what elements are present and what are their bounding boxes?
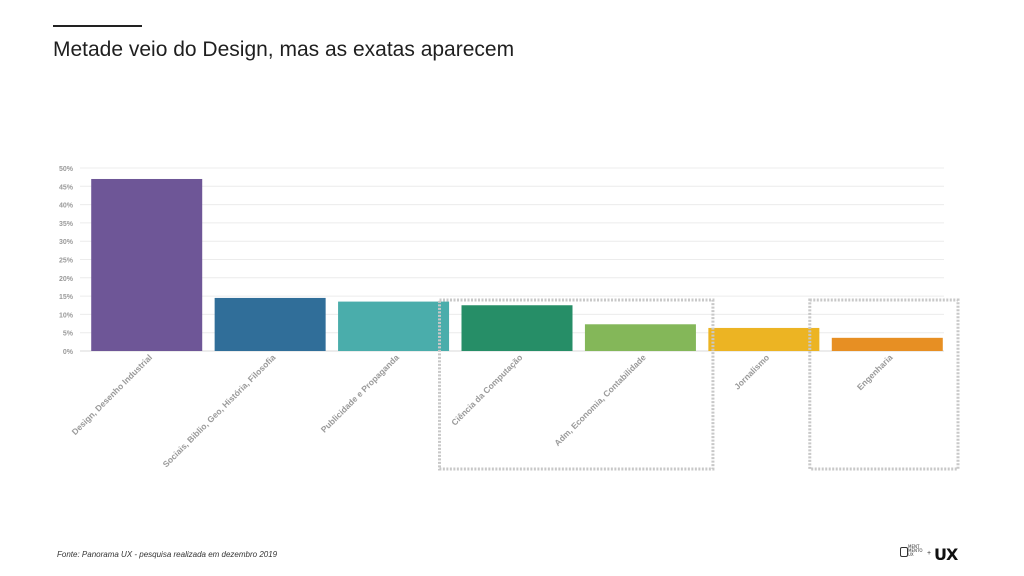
bar — [461, 305, 573, 351]
source-note: Fonte: Panorama UX - pesquisa realizada … — [57, 550, 278, 559]
y-tick-label: 40% — [59, 203, 74, 210]
highlight-box — [808, 298, 960, 471]
x-tick-label: Adm, Economia, Contabilidade — [552, 352, 648, 448]
y-tick-label: 50% — [59, 166, 74, 173]
y-tick-label: 20% — [59, 276, 74, 283]
bar — [708, 327, 820, 351]
title-rule — [53, 25, 142, 27]
bar — [214, 297, 326, 351]
highlight-box — [438, 298, 715, 471]
logo-plus: + — [927, 550, 932, 557]
logo-small-text: MENT MENTO UX — [908, 544, 923, 558]
x-tick-label: Ciência da Computação — [449, 352, 524, 427]
y-tick-label: 10% — [59, 312, 74, 319]
y-tick-label: 0% — [63, 349, 74, 356]
y-tick-label: 35% — [59, 221, 74, 228]
bar — [91, 178, 203, 351]
x-tick-label: Jornalismo — [732, 352, 771, 391]
page-title: Metade veio do Design, mas as exatas apa… — [53, 38, 515, 61]
bar — [831, 337, 943, 351]
y-tick-label: 5% — [63, 331, 74, 338]
x-tick-label: Publicidade e Propaganda — [319, 352, 401, 434]
bar — [584, 324, 696, 351]
x-tick-label: Design, Desenho Industrial — [70, 352, 155, 437]
y-tick-label: 25% — [59, 258, 74, 265]
x-tick-label: Sociais, Biblio, Geo, História, Filosofi… — [161, 352, 278, 469]
logo-ux: UX — [934, 545, 958, 564]
logo-mark-icon — [900, 547, 908, 557]
y-tick-label: 30% — [59, 239, 74, 246]
bar — [338, 301, 450, 351]
y-tick-label: 15% — [59, 294, 74, 301]
brand-logo: MENT MENTO UX + UX — [900, 544, 958, 565]
y-tick-label: 45% — [59, 184, 74, 191]
x-tick-label: Engenharia — [855, 352, 895, 392]
